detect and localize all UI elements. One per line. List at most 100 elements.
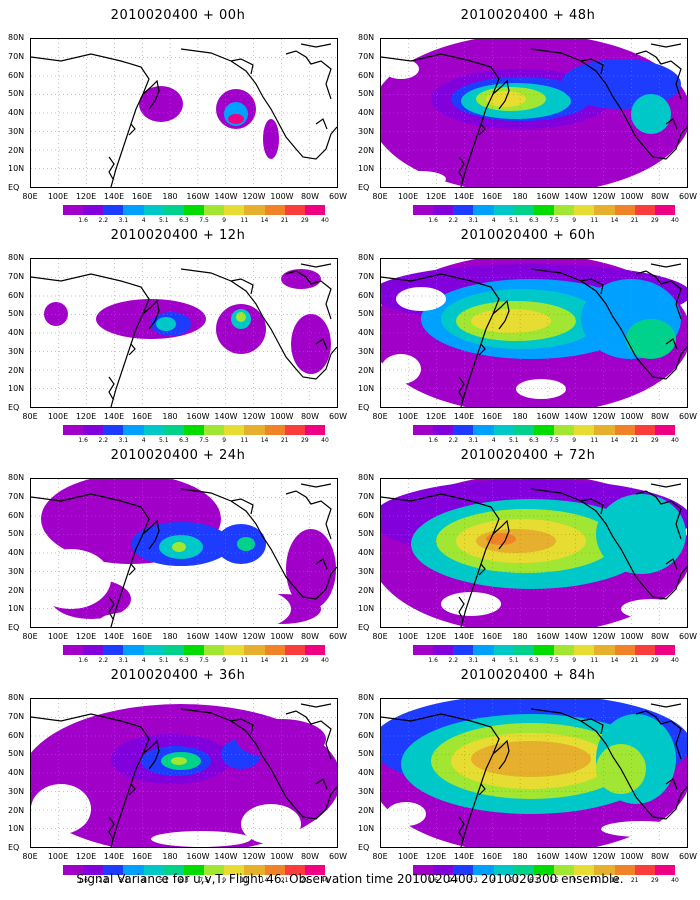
lon-tick-label: 160E (131, 192, 153, 201)
colorbar-tick-label: 14 (610, 437, 619, 444)
colorbar-tick-label: 5.1 (158, 217, 169, 224)
colorbar-swatch (264, 865, 285, 875)
colorbar-tick-label: 5.1 (158, 657, 169, 664)
colorbar-swatch (224, 425, 245, 435)
colorbar-swatch (284, 205, 305, 215)
lat-tick-label: 60N (8, 70, 25, 80)
colorbar-swatch (433, 865, 454, 875)
coastline (31, 53, 150, 187)
variance-contour (156, 317, 176, 331)
coastline (458, 816, 465, 840)
colorbar-tick-label: 4 (141, 877, 146, 884)
variance-contour (236, 312, 246, 322)
lon-tick-label: 160E (481, 412, 503, 421)
low-variance-area (516, 379, 566, 399)
colorbar-swatch (63, 865, 84, 875)
lat-tick-label: 60N (358, 510, 375, 520)
coastline (300, 483, 332, 488)
colorbar-tick-label: 4 (141, 657, 146, 664)
colorbar-tick-label: 29 (301, 437, 309, 444)
lon-tick-label: 160W (186, 852, 210, 861)
colorbar-tick-label: 2.2 (448, 877, 459, 884)
colorbar-tick-label: 4 (491, 437, 496, 444)
colorbar-tick-label: 3.1 (118, 657, 129, 664)
coastline (285, 490, 332, 540)
colorbar-tick-label: 3.1 (118, 877, 129, 884)
lat-tick-label: 30N (8, 126, 25, 136)
colorbar-tick-label: 14 (260, 877, 269, 884)
colorbar-swatch (63, 645, 84, 655)
colorbar-swatch (284, 865, 305, 875)
colorbar-tick-label: 2.2 (98, 657, 109, 664)
variance-contour (237, 537, 255, 551)
colorbar-swatch (304, 205, 326, 215)
coastline (580, 58, 604, 75)
forecast-panel: 2010020400 + 24h 80N 70N 60N 50N 40N 30N 20N 10N… (8, 448, 348, 668)
panel-title: 2010020400 + 12h (110, 228, 246, 243)
colorbar-tick-label: 3.1 (118, 437, 129, 444)
colorbar-swatch (123, 645, 144, 655)
lat-tick-label: 10N (358, 384, 375, 394)
colorbar-tick-label: 5.1 (508, 437, 519, 444)
lat-tick-label: 20N (8, 365, 25, 375)
colorbar-tick-label: 1.6 (428, 437, 438, 444)
colorbar-tick-label: 3.1 (118, 217, 129, 224)
variance-contour (471, 309, 551, 333)
lon-tick-label: 60W (678, 852, 698, 861)
coastline (315, 778, 328, 790)
colorbar-swatch (554, 205, 575, 215)
lat-tick-label: 70N (358, 711, 375, 721)
lat-tick-label: 50N (358, 529, 375, 539)
lat-tick-label: 70N (8, 491, 25, 501)
lat-tick-label: EQ (8, 623, 20, 632)
lon-tick-label: 160W (186, 192, 210, 201)
lon-tick-label: 140E (453, 412, 475, 421)
lat-tick-label: 70N (358, 491, 375, 501)
lon-tick-label: 180 (162, 412, 178, 421)
map-svg (31, 479, 337, 627)
lon-tick-label: 100W (270, 412, 294, 421)
lon-tick-label: 140W (214, 632, 238, 641)
variance-contour (281, 269, 321, 289)
lat-tick-label: 60N (358, 730, 375, 740)
colorbar-tick-label: 40 (671, 217, 679, 224)
map-svg (381, 39, 687, 187)
colorbar-swatch (103, 425, 124, 435)
colorbar-tick-label: 4 (141, 217, 146, 224)
lat-tick-label: 80N (358, 693, 375, 702)
colorbar-tick-label: 14 (610, 877, 619, 884)
colorbar-swatch (614, 205, 635, 215)
colorbar-tick-label: 11 (590, 217, 599, 224)
colorbar-tick-label: 1.6 (78, 877, 88, 884)
colorbar-swatch (433, 645, 454, 655)
colorbar-swatch (493, 425, 514, 435)
colorbar-swatch (453, 425, 474, 435)
coastline (635, 490, 682, 540)
lat-tick-label: 50N (8, 529, 25, 539)
lat-tick-label: 10N (358, 824, 375, 834)
colorbar-tick-label: 7.5 (199, 437, 209, 444)
lat-tick-label: 80N (8, 473, 25, 482)
colorbar-swatch (413, 645, 434, 655)
colorbar (63, 425, 326, 435)
coastline (315, 118, 328, 130)
coastline (180, 708, 337, 820)
colorbar-swatch (83, 425, 104, 435)
lat-tick-label: 80N (8, 253, 25, 262)
low-variance-area (151, 831, 251, 847)
coastline (285, 270, 332, 320)
lat-tick-label: 40N (8, 768, 25, 777)
coastline (285, 710, 332, 760)
variance-contour (171, 757, 187, 765)
colorbar-tick-label: 29 (301, 877, 309, 884)
colorbar-swatch (533, 865, 555, 875)
colorbar-tick-label: 1.6 (428, 217, 438, 224)
colorbar (413, 205, 676, 215)
lon-tick-label: 140W (564, 632, 588, 641)
lat-tick-label: 10N (8, 824, 25, 834)
lat-tick-label: 80N (358, 33, 375, 42)
colorbar-tick-label: 14 (610, 657, 619, 664)
lon-tick-label: 100W (620, 412, 644, 421)
lon-tick-label: 160E (481, 632, 503, 641)
lon-tick-label: 120W (242, 412, 266, 421)
